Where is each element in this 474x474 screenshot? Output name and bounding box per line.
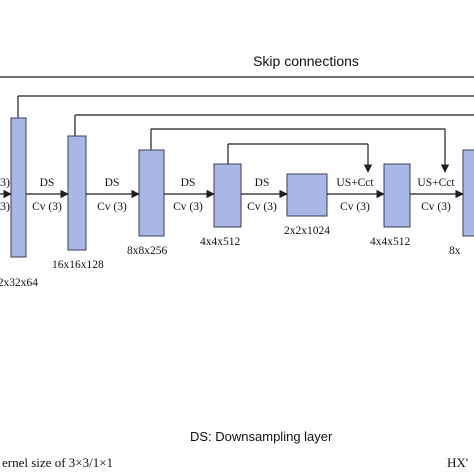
op-label-bottom: Cv (3)	[421, 201, 451, 213]
op-label-bottom: Cv (3)	[247, 201, 277, 213]
op-label-bottom: Cv (3)	[340, 201, 370, 213]
left-fragment-top: 3)	[0, 175, 10, 189]
op-label-top: US+Cct	[417, 177, 455, 189]
op-label-top: DS	[40, 177, 55, 189]
block-label: 8x	[449, 245, 461, 257]
block-label: 4x4x512	[200, 236, 241, 248]
block-label: 2x2x1024	[284, 225, 330, 237]
block-label: 16x16x128	[52, 259, 104, 271]
left-fragment-mid: 3)	[0, 199, 10, 213]
skip-connection-2	[74, 114, 474, 136]
decoder-block-2	[462, 149, 474, 237]
op-label-bottom: Cv (3)	[173, 201, 203, 213]
ds-legend: DS: Downsampling layer	[190, 429, 333, 444]
block-label: 32x32x64	[0, 277, 38, 289]
encoder-block-4	[213, 163, 242, 228]
op-label-top: DS	[255, 177, 270, 189]
skip-connection-1	[17, 95, 474, 118]
block-label: 4x4x512	[370, 236, 411, 248]
skip-connection-3	[150, 128, 450, 173]
bottleneck-block	[286, 173, 328, 217]
skip-connection-4	[227, 143, 373, 173]
op-label-bottom: Cv (3)	[97, 201, 127, 213]
block-label: 8x8x256	[127, 245, 168, 257]
encoder-block-2	[67, 135, 87, 251]
decoder-block-1	[383, 163, 411, 228]
op-label-bottom: Cv (3)	[32, 201, 62, 213]
op-label-top: DS	[105, 177, 120, 189]
op-label-top: DS	[181, 177, 196, 189]
encoder-block-3	[138, 149, 165, 237]
op-label-top: US+Cct	[336, 177, 374, 189]
right-fragment: HX'	[447, 455, 468, 470]
kernel-size-note: ernel size of 3×3/1×1	[2, 455, 113, 470]
skip-connections-title: Skip connections	[253, 53, 359, 69]
encoder-block-1	[10, 117, 27, 258]
